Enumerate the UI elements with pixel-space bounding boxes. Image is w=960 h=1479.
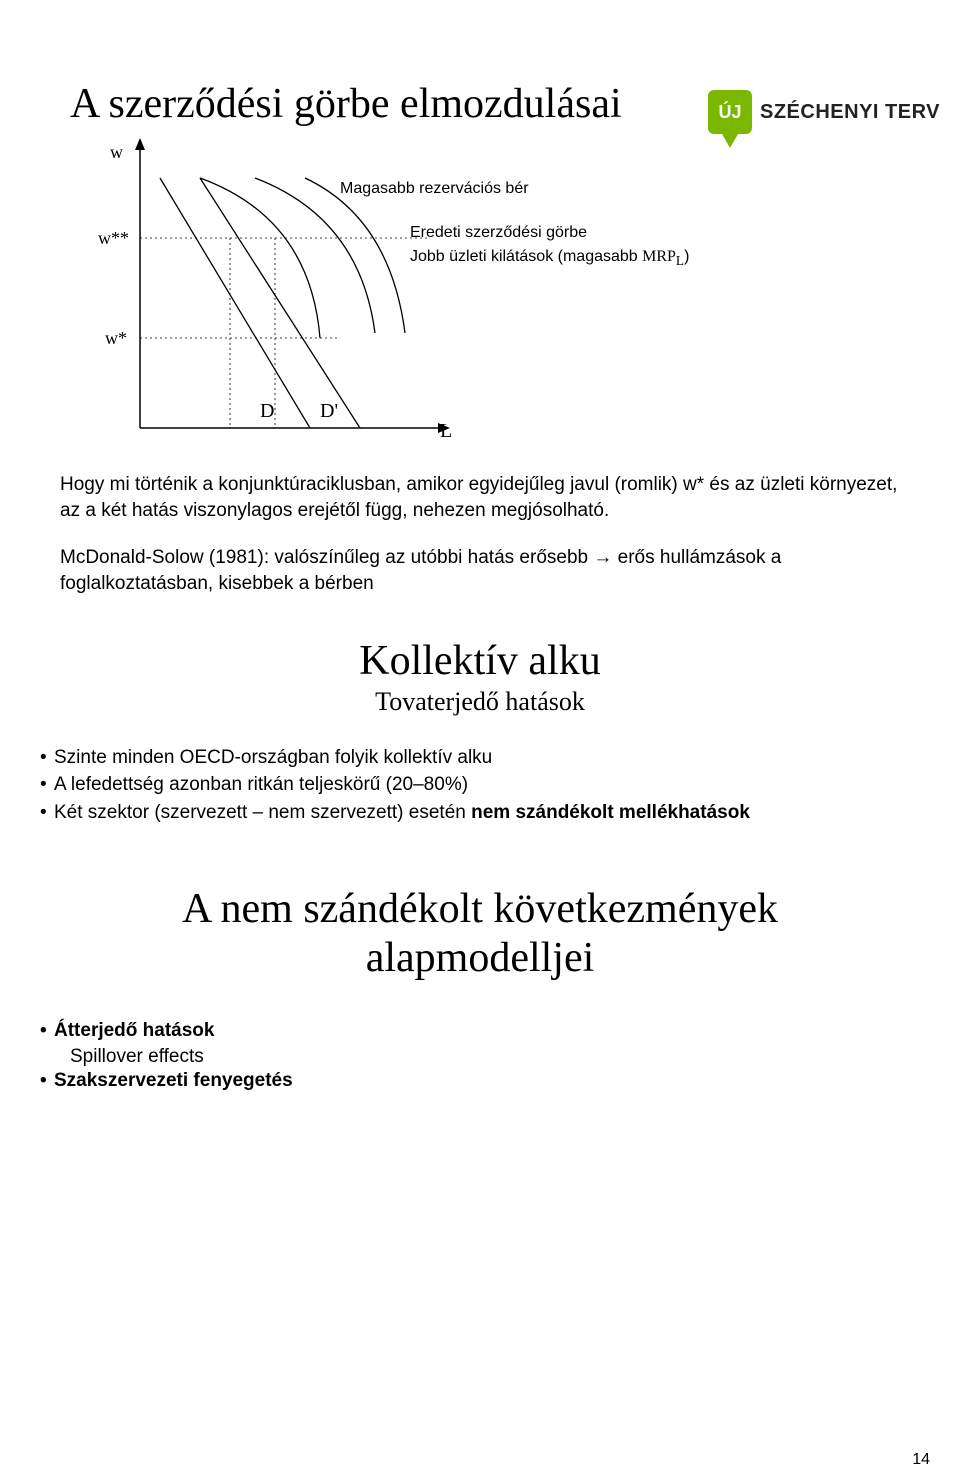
axis-label-w: w <box>110 142 123 163</box>
bullet3-bold: nem szándékolt mellékhatások <box>471 802 750 823</box>
list-item: Szinte minden OECD-országban folyik koll… <box>40 745 920 771</box>
axis-label-D: D <box>260 400 274 423</box>
chart-note-mid: Eredeti szerződési görbe <box>410 224 587 242</box>
section2-bullets: Szinte minden OECD-országban folyik koll… <box>40 745 920 826</box>
section3-title-line2: alapmodelljei <box>366 935 595 981</box>
list-item: Két szektor (szervezett – nem szervezett… <box>40 800 920 826</box>
section3-bullets-b: Szakszervezeti fenyegetés <box>40 1068 920 1094</box>
section1-para1: Hogy mi történik a konjunktúraciklusban,… <box>60 472 900 523</box>
brand-logo: ÚJ SZÉCHENYI TERV <box>708 90 940 134</box>
logo-badge-text: ÚJ <box>718 102 741 123</box>
axis-label-wstar: w* <box>105 328 127 349</box>
chart-note-bot: Jobb üzleti kilátások (magasabb MRPL) <box>410 248 689 269</box>
chart-note-bot-prefix: Jobb üzleti kilátások (magasabb <box>410 248 642 265</box>
bullet3-prefix: Két szektor (szervezett – nem szervezett… <box>54 802 471 823</box>
section3-sub1: Spillover effects <box>70 1046 960 1068</box>
logo-brand-text: SZÉCHENYI TERV <box>760 101 940 124</box>
axis-label-Dprime: D' <box>320 400 338 423</box>
chart-note-bot-suffix: ) <box>684 248 689 265</box>
logo-badge: ÚJ <box>708 90 752 134</box>
chart-note-mrp: MRP <box>642 248 676 265</box>
list-item: A lefedettség azonban ritkán teljeskörű … <box>40 772 920 798</box>
list-item: Szakszervezeti fenyegetés <box>40 1068 920 1094</box>
section2-subtitle: Tovaterjedő hatások <box>0 687 960 717</box>
page-number: 14 <box>912 1451 930 1469</box>
list-item: Átterjedő hatások <box>40 1018 920 1044</box>
chart-note-sub: L <box>676 253 684 268</box>
axis-label-wstar2: w** <box>98 228 129 249</box>
section3-bullets: Átterjedő hatások <box>40 1018 920 1044</box>
contract-curve-chart: w w** w* D D' L Magasabb rezervációs bér… <box>80 138 780 458</box>
section3-title: A nem szándékolt következmények alapmode… <box>0 885 960 982</box>
chart-note-top: Magasabb rezervációs bér <box>340 180 529 198</box>
section3-title-line1: A nem szándékolt következmények <box>182 886 778 932</box>
section2-title: Kollektív alku <box>0 637 960 685</box>
section1-para2: McDonald-Solow (1981): valószínűleg az u… <box>60 545 900 596</box>
axis-label-L: L <box>440 420 452 443</box>
